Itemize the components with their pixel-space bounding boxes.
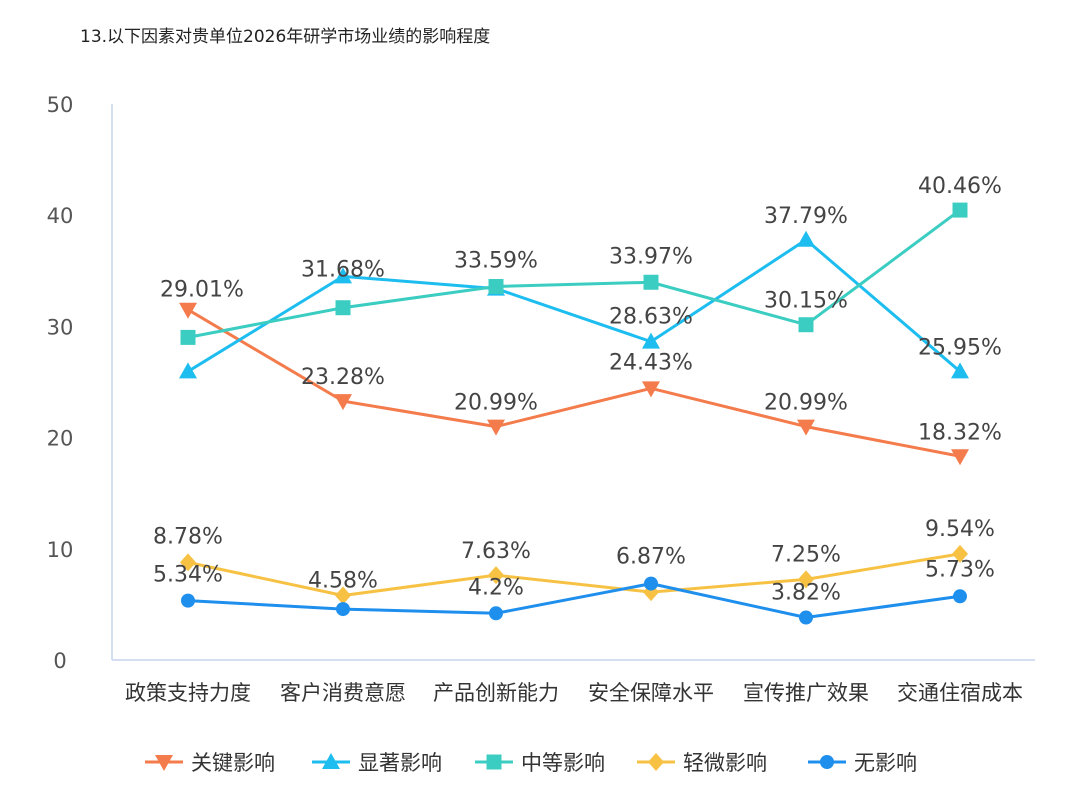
y-tick-label: 30 xyxy=(47,315,74,339)
data-point-significant xyxy=(642,332,660,349)
data-label-minor: 9.54% xyxy=(925,517,995,542)
data-point-key xyxy=(334,394,352,411)
data-point-none xyxy=(953,589,967,604)
data-point-key xyxy=(642,381,660,398)
series-line-minor xyxy=(187,552,961,598)
data-point-minor xyxy=(798,570,814,589)
legend-marker-none xyxy=(820,755,834,769)
chart-title: 13.以下因素对贵单位2026年研学市场业绩的影响程度 xyxy=(80,27,491,47)
data-label-significant: 37.79% xyxy=(764,204,848,229)
data-point-key xyxy=(179,302,197,319)
data-label-minor: 8.78% xyxy=(153,524,223,549)
data-point-none xyxy=(336,602,350,617)
data-label-none: 3.82% xyxy=(771,581,841,606)
y-tick-label: 50 xyxy=(47,93,74,117)
data-point-moderate xyxy=(488,278,504,294)
data-point-moderate xyxy=(798,317,814,333)
data-point-moderate xyxy=(335,300,351,316)
x-tick-label: 客户消费意愿 xyxy=(280,681,406,705)
data-label-minor: 7.63% xyxy=(461,539,531,564)
chart-axes: 0 10 20 30 40 50 政策支持力度 客户消费意愿 产品创新能力 安全保障水平 宣传推广效… xyxy=(47,93,1035,705)
data-point-key xyxy=(797,419,815,436)
y-tick-label: 20 xyxy=(47,427,74,451)
data-label-none: 6.87% xyxy=(616,545,686,570)
data-label-key: 23.28% xyxy=(301,365,385,390)
data-point-minor xyxy=(180,553,196,572)
legend-label-significant: 显著影响 xyxy=(358,751,442,775)
data-label-minor: 4.58% xyxy=(308,569,378,594)
data-point-minor xyxy=(488,566,504,585)
x-tick-label: 产品创新能力 xyxy=(433,681,559,705)
data-label-none: 5.73% xyxy=(925,557,995,582)
series-line-key xyxy=(187,308,961,458)
data-point-none xyxy=(489,606,503,621)
data-point-significant xyxy=(179,362,197,379)
data-label-key: 29.01% xyxy=(160,278,244,303)
data-labels: 29.01% 23.28% 20.99% 24.43% 20.99% 18.32% 31.6… xyxy=(153,174,1002,605)
series-line-significant xyxy=(187,238,961,373)
data-label-significant: 28.63% xyxy=(609,305,693,330)
y-tick-label: 10 xyxy=(47,538,74,562)
series-line-none xyxy=(187,582,961,620)
legend-marker-key xyxy=(155,755,173,771)
series-layer xyxy=(179,202,969,625)
data-point-none xyxy=(181,593,195,608)
x-tick-label: 交通住宿成本 xyxy=(897,681,1023,705)
legend-label-key: 关键影响 xyxy=(191,751,275,775)
legend-label-minor: 轻微影响 xyxy=(683,751,767,775)
y-tick-label: 0 xyxy=(53,649,66,673)
data-point-minor xyxy=(952,544,968,563)
data-label-none: 4.2% xyxy=(468,575,524,600)
data-label-none: 5.34% xyxy=(153,563,223,588)
y-tick-label: 40 xyxy=(47,204,74,228)
data-point-significant xyxy=(797,230,815,247)
data-label-moderate: 33.97% xyxy=(609,244,693,269)
series-line-moderate xyxy=(187,208,961,339)
x-tick-label: 政策支持力度 xyxy=(125,681,251,705)
legend-marker-minor xyxy=(648,753,664,771)
data-label-key: 24.43% xyxy=(609,350,693,375)
legend-marker-moderate xyxy=(486,754,502,770)
data-label-moderate: 40.46% xyxy=(918,174,1002,199)
data-point-significant xyxy=(334,267,352,284)
data-point-minor xyxy=(335,586,351,605)
data-point-none xyxy=(799,610,813,625)
data-label-significant: 31.68% xyxy=(301,257,385,282)
data-label-moderate: 30.15% xyxy=(764,289,848,314)
data-label-key: 18.32% xyxy=(918,420,1002,445)
data-label-key: 20.99% xyxy=(454,391,538,416)
data-point-moderate xyxy=(952,202,968,218)
data-point-none xyxy=(644,576,658,591)
data-point-key xyxy=(487,419,505,436)
data-label-minor: 7.25% xyxy=(771,542,841,567)
legend-label-none: 无影响 xyxy=(854,751,917,775)
chart-legend: 关键影响 显著影响 中等影响 轻微影响 无影响 xyxy=(145,751,917,775)
data-label-moderate: 33.59% xyxy=(454,248,538,273)
legend-marker-significant xyxy=(322,753,340,769)
x-tick-label: 安全保障水平 xyxy=(588,681,714,705)
data-label-key: 20.99% xyxy=(764,391,848,416)
data-point-moderate xyxy=(643,274,659,290)
data-point-moderate xyxy=(180,329,196,345)
data-label-significant: 25.95% xyxy=(918,335,1002,360)
legend-label-moderate: 中等影响 xyxy=(521,751,605,775)
data-point-significant xyxy=(951,362,969,379)
x-tick-label: 宣传推广效果 xyxy=(743,681,869,705)
data-point-key xyxy=(951,449,969,466)
